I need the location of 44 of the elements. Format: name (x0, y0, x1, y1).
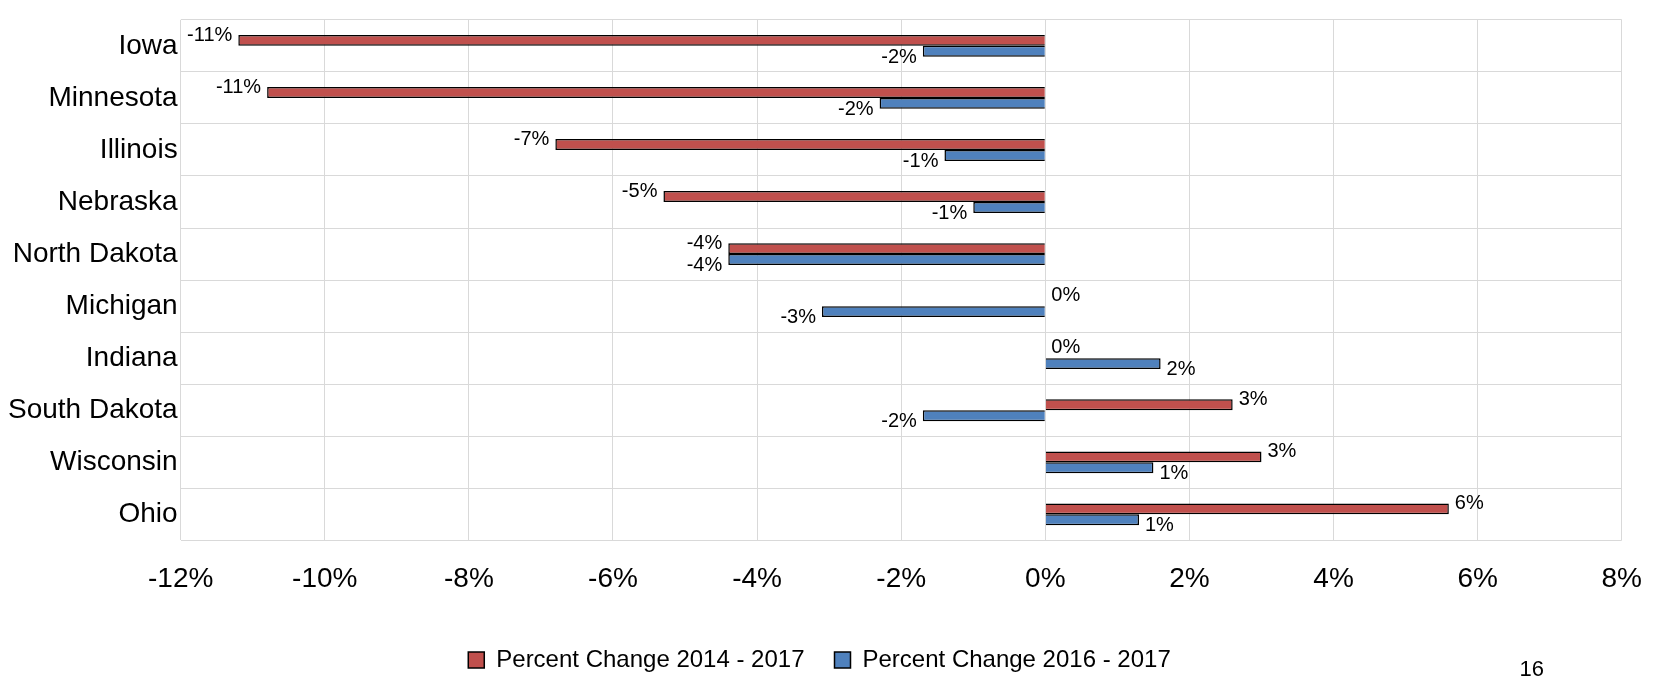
legend-label: Percent Change 2014 - 2017 (496, 644, 805, 672)
x-tick-label: 0% (1025, 561, 1066, 593)
x-tick-label: 2% (1169, 561, 1210, 593)
data-label: 0% (1051, 335, 1081, 358)
x-tick-label: -12% (147, 561, 214, 593)
x-tick-label: -6% (588, 561, 638, 593)
x-tick-label: -10% (292, 561, 358, 593)
y-tick-label: Indiana (85, 340, 179, 372)
y-tick-label: Minnesota (48, 80, 179, 112)
data-label: -2% (881, 409, 918, 432)
x-tick-label: 6% (1457, 561, 1498, 593)
y-tick-label: Ohio (118, 497, 178, 529)
y-tick-label: Illinois (99, 132, 178, 164)
data-label: 2% (1166, 357, 1196, 380)
data-label: -2% (881, 44, 918, 67)
x-tick-label: -2% (876, 561, 927, 593)
data-label: -11% (215, 74, 262, 97)
data-label: 6% (1454, 491, 1484, 514)
data-label: -7% (513, 127, 550, 149)
data-label: -1% (931, 200, 968, 223)
data-label: 1% (1159, 461, 1189, 484)
data-label: 1% (1145, 513, 1175, 536)
y-tick-label: Iowa (118, 28, 179, 60)
data-label: -1% (902, 148, 939, 171)
data-label: -4% (686, 231, 723, 254)
y-tick-label: North Dakota (12, 236, 179, 268)
data-label: 3% (1267, 439, 1297, 462)
x-tick-label: -8% (443, 561, 494, 593)
x-tick-label: 4% (1313, 561, 1354, 593)
y-tick-label: South Dakota (8, 392, 179, 424)
data-label: -11% (187, 22, 233, 45)
legend-label: Percent Change 2016 - 2017 (862, 644, 1171, 672)
data-label: -3% (780, 305, 817, 328)
y-tick-label: Nebraska (57, 184, 179, 216)
x-tick-label: -4% (732, 561, 783, 593)
data-label: -2% (838, 96, 874, 119)
data-label: 0% (1051, 283, 1081, 306)
data-label: -4% (686, 253, 723, 276)
data-label: -5% (621, 179, 658, 202)
y-tick-label: Wisconsin (50, 445, 178, 477)
y-tick-label: Michigan (65, 288, 178, 320)
text: 16 (1519, 656, 1544, 682)
data-label: 3% (1238, 387, 1268, 410)
x-tick-label: 8% (1601, 561, 1642, 593)
